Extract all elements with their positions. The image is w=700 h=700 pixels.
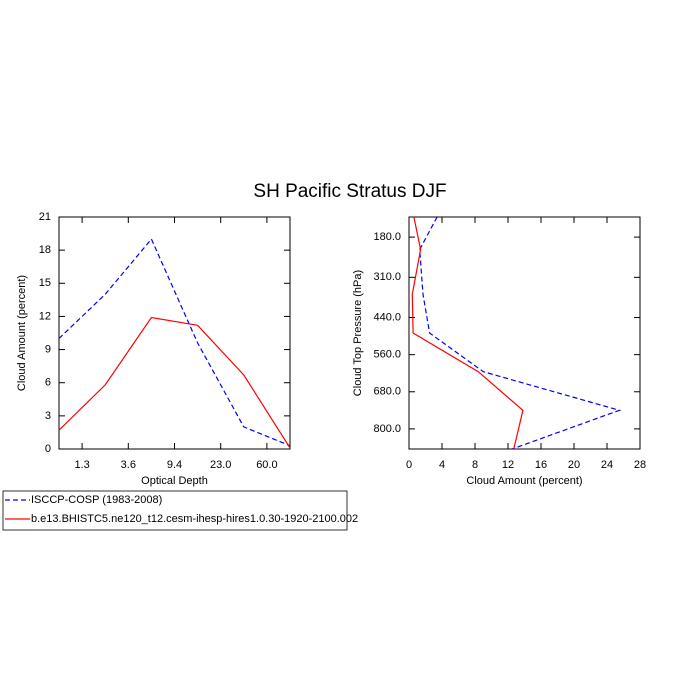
- series-line: [419, 216, 622, 450]
- x-axis-label: Cloud Amount (percent): [466, 475, 582, 487]
- y-tick-label: 3: [45, 410, 51, 422]
- x-tick-label: 28: [634, 459, 646, 471]
- x-tick-label: 20: [568, 459, 580, 471]
- y-tick-label: 21: [39, 211, 51, 223]
- y-tick-label: 6: [45, 377, 51, 389]
- series-line: [411, 216, 524, 450]
- y-tick-label: 560.0: [373, 349, 401, 361]
- x-tick-label: 4: [439, 459, 445, 471]
- y-tick-label: 180.0: [373, 231, 401, 243]
- chart-title: SH Pacific Stratus DJF: [253, 181, 446, 202]
- x-axis-label: Optical Depth: [141, 475, 208, 487]
- plot-frame: [408, 216, 641, 450]
- x-tick-label: 3.6: [121, 459, 136, 471]
- legend-label: b.e13.BHISTC5.ne120_t12.cesm-ihesp-hires…: [31, 513, 358, 525]
- y-tick-label: 18: [39, 244, 51, 256]
- x-tick-label: 16: [535, 459, 547, 471]
- x-tick-label: 12: [502, 459, 514, 471]
- series-line: [58, 237, 291, 447]
- legend-box: [2, 490, 348, 531]
- y-tick-label: 15: [39, 277, 51, 289]
- y-tick-label: 310.0: [373, 271, 401, 283]
- x-tick-label: 23.0: [210, 459, 231, 471]
- y-axis-label: Cloud Amount (percent): [16, 275, 28, 391]
- y-tick-label: 800.0: [373, 423, 401, 435]
- legend-label: ISCCP-COSP (1983-2008): [31, 494, 162, 506]
- series-line: [58, 316, 291, 449]
- y-tick-label: 12: [39, 310, 51, 322]
- x-tick-label: 0: [406, 459, 412, 471]
- x-tick-label: 1.3: [74, 459, 89, 471]
- y-tick-label: 440.0: [373, 311, 401, 323]
- y-axis-label: Cloud Top Pressure (hPa): [352, 270, 364, 396]
- y-tick-label: 680.0: [373, 386, 401, 398]
- x-tick-label: 9.4: [167, 459, 182, 471]
- y-tick-label: 0: [45, 443, 51, 455]
- x-tick-label: 8: [472, 459, 478, 471]
- y-tick-label: 9: [45, 343, 51, 355]
- x-tick-label: 60.0: [256, 459, 277, 471]
- x-tick-label: 24: [601, 459, 613, 471]
